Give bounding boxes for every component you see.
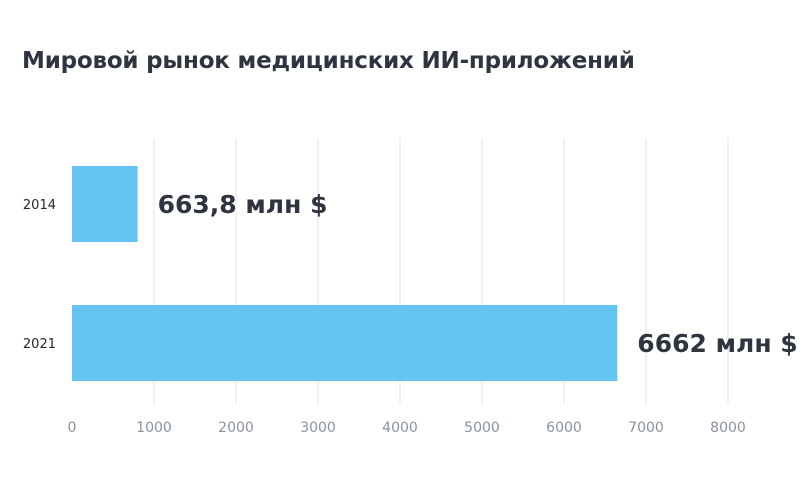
chart-title: Мировой рынок медицинских ИИ-приложений [22,48,635,74]
x-tick-label: 3000 [300,420,336,436]
bars [72,166,618,381]
data-labels: 663,8 млн $ 6662 млн $ [158,190,798,358]
data-label-2021: 6662 млн $ [637,329,797,358]
x-tick-label: 5000 [464,420,500,436]
x-tick-label: 7000 [628,420,664,436]
x-tick-label: 8000 [710,420,746,436]
x-tick-label: 1000 [136,420,172,436]
bar-2014 [72,166,138,242]
x-tick-label: 6000 [546,420,582,436]
category-labels: 2014 2021 [23,198,56,352]
gridlines [153,138,729,404]
bar-2021 [72,305,618,381]
data-label-2014: 663,8 млн $ [158,190,328,219]
x-tick-label: 4000 [382,420,418,436]
x-tick-label: 2000 [218,420,254,436]
category-label-2021: 2021 [23,337,56,352]
x-tick-label: 0 [68,420,77,436]
x-axis-ticks: 0 1000 2000 3000 4000 5000 6000 7000 800… [68,420,746,436]
category-label-2014: 2014 [23,198,56,213]
